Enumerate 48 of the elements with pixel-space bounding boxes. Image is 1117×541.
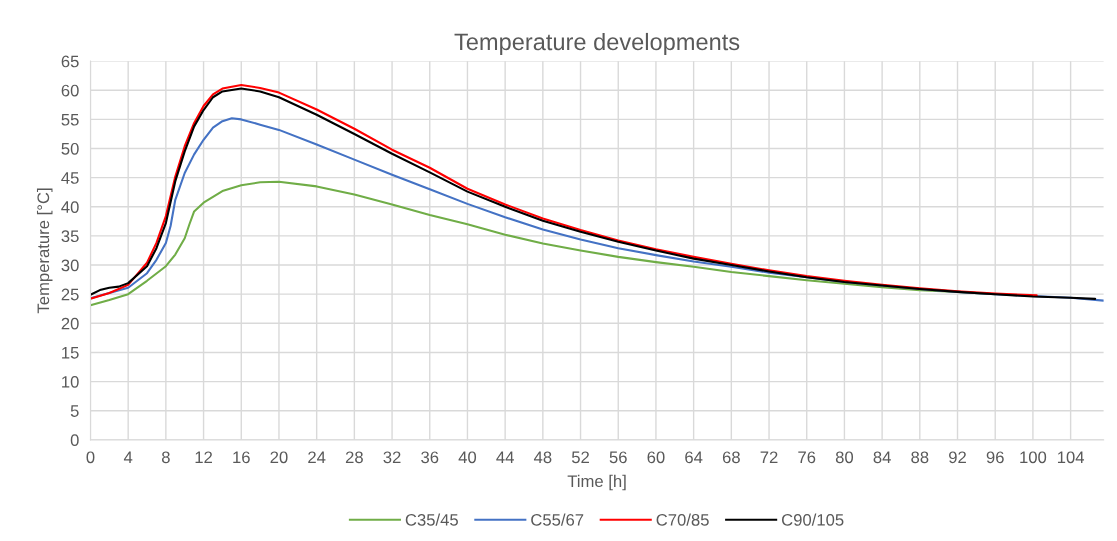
chart-title: Temperature developments [454, 32, 740, 55]
y-tick-label: 50 [61, 142, 79, 155]
x-tick-label: 32 [383, 451, 401, 464]
y-tick-label: 15 [62, 347, 79, 359]
x-tick-label: 72 [760, 451, 778, 464]
legend-label: C55/67 [531, 513, 584, 526]
x-tick-label: 4 [123, 451, 133, 464]
x-tick-label: 84 [873, 451, 891, 464]
y-tick-label: 20 [61, 317, 79, 330]
y-tick-label: 45 [61, 172, 79, 184]
x-tick-label: 0 [86, 451, 95, 464]
x-tick-label: 44 [496, 451, 514, 464]
x-tick-label: 36 [421, 451, 439, 464]
y-tick-label: 30 [61, 259, 79, 272]
legend-label: C90/105 [781, 513, 844, 526]
x-tick-label: 68 [722, 451, 740, 464]
x-tick-label: 96 [986, 451, 1004, 464]
x-tick-label: 100 [1020, 451, 1047, 464]
x-tick-label: 56 [609, 451, 627, 464]
y-tick-label: 35 [61, 230, 79, 243]
x-tick-label: 12 [195, 451, 212, 464]
y-tick-label: 0 [70, 434, 79, 447]
y-tick-label: 25 [61, 288, 79, 301]
legend-label: C70/85 [656, 513, 709, 526]
y-tick-label: 55 [61, 113, 79, 126]
y-tick-label: 10 [62, 375, 79, 388]
x-tick-label: 64 [685, 451, 703, 464]
x-tick-label: 48 [533, 451, 552, 464]
x-tick-label: 24 [308, 451, 326, 464]
x-tick-label: 80 [835, 451, 854, 464]
x-tick-label: 8 [161, 451, 170, 464]
x-tick-label: 104 [1057, 451, 1085, 464]
x-axis-title: Time [h] [567, 474, 626, 491]
y-tick-label: 5 [70, 405, 79, 417]
y-axis-title: Temperature [°C] [36, 188, 53, 314]
x-tick-label: 88 [911, 451, 929, 464]
y-tick-label: 60 [61, 84, 79, 97]
x-tick-label: 20 [270, 451, 288, 464]
x-tick-label: 28 [345, 451, 363, 464]
x-tick-label: 40 [458, 451, 477, 464]
y-tick-label: 65 [61, 55, 79, 68]
x-tick-label: 52 [571, 451, 589, 464]
x-tick-label: 92 [949, 451, 966, 464]
y-tick-label: 40 [61, 201, 79, 213]
legend-label: C35/45 [405, 513, 458, 526]
x-tick-label: 60 [647, 451, 665, 464]
x-tick-label: 16 [233, 451, 250, 464]
x-tick-label: 76 [798, 451, 816, 464]
